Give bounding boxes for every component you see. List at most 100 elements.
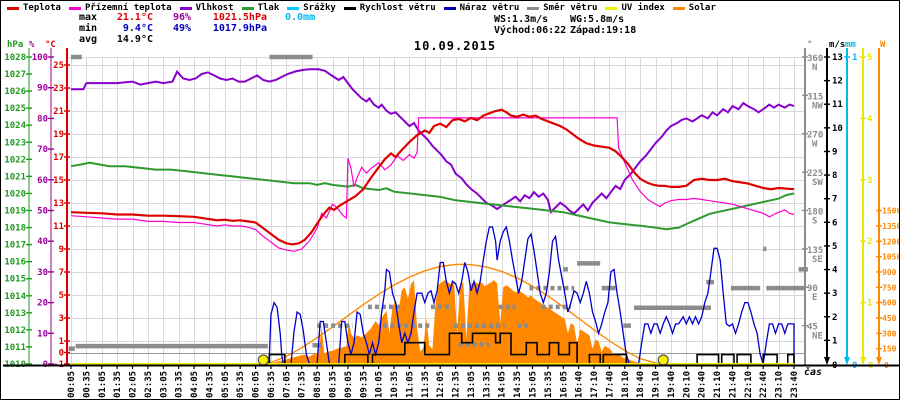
- legend-swatch: [287, 6, 300, 10]
- time-tick-label: 11:35: [421, 371, 431, 398]
- series-vlhkost: [71, 68, 795, 215]
- legend-item-8: Směr větru: [527, 3, 597, 13]
- time-tick-label: 03:35: [175, 371, 185, 398]
- legend-item-4: Tlak: [241, 3, 280, 13]
- compass-label: SE: [812, 255, 823, 265]
- time-tick-label: 19:40: [667, 371, 677, 398]
- axis-tick-label: 3: [832, 289, 837, 299]
- time-tick-label: 06:35: [267, 371, 277, 398]
- axis-tick-label: 2: [867, 237, 872, 247]
- axis-tick-label: 80: [37, 114, 48, 124]
- stats-min-label: min: [79, 23, 98, 34]
- axis-tick-label: 9: [832, 147, 837, 157]
- legend-label: Směr větru: [543, 3, 598, 13]
- legend-item-10: Solar: [672, 3, 716, 13]
- axis-tick-label: 1011: [4, 343, 26, 353]
- axis-tick-label: 1019: [4, 206, 26, 216]
- axis-tick-label: 225: [807, 169, 823, 179]
- axis-unit-label: hPa: [7, 40, 23, 50]
- axis-tick-label: 1027: [4, 70, 26, 80]
- axis-tick-label: 23: [53, 84, 64, 94]
- time-tick-label: 19:10: [652, 371, 662, 398]
- legend-item-6: Rychlost větru: [343, 3, 436, 13]
- axis-tick-label: 1020: [4, 189, 26, 199]
- axis-tick-label: 12: [832, 77, 843, 87]
- axis-tick-label: 2: [832, 313, 837, 323]
- avg-temperature: 14.9°C: [116, 34, 153, 45]
- time-tick-label: 01:35: [113, 371, 123, 398]
- axis-tick-label: 10: [832, 124, 843, 134]
- axis-tick-label: 4: [867, 114, 873, 124]
- legend-swatch: [527, 6, 540, 10]
- stats-min-row: min 9.4°C 49% 1017.9hPa: [79, 23, 315, 34]
- axis-arrow: [860, 357, 866, 365]
- time-tick-label: 11:05: [405, 371, 415, 398]
- time-tick-label: 17:40: [605, 371, 615, 398]
- wind-sun-summary: WS:1.3m/s WG:5.8m/s Východ:06:22 Západ:19:…: [494, 14, 636, 36]
- legend-swatch: [443, 6, 456, 10]
- axis-tick-label: 13: [832, 53, 843, 63]
- axis-arrow: [824, 357, 830, 365]
- legend-item-3: Vlhkost: [179, 3, 234, 13]
- axis-tick-label: 1014: [4, 292, 26, 302]
- axis-tick-label: 19: [53, 130, 64, 140]
- time-tick-label: 05:05: [221, 371, 231, 398]
- time-tick-label: 00:35: [82, 371, 92, 398]
- time-tick-label: 21:40: [728, 371, 738, 398]
- chart-title: 10.09.2015: [413, 39, 497, 53]
- axis-tick-label: 6: [832, 218, 837, 228]
- time-tick-label: 20:40: [698, 371, 708, 398]
- legend-item-9: UV index: [605, 3, 665, 13]
- series-n-raz-v-tru: [71, 225, 795, 365]
- axis-tick-label: 450: [882, 314, 897, 323]
- legend-label: Tlak: [257, 3, 280, 13]
- compass-label: SW: [812, 178, 823, 188]
- axis-tick-label: 1026: [4, 87, 26, 97]
- axis-tick-label: 100: [32, 53, 48, 63]
- time-tick-label: 17:10: [590, 371, 600, 398]
- series-p-zemn-teplota: [70, 117, 795, 252]
- legend-item-5: Srážky: [287, 3, 336, 13]
- axis-tick-label: 0: [59, 349, 64, 359]
- sun-summary-row: Východ:06:22 Západ:19:18: [494, 25, 636, 36]
- x-axis-unit-label: čas: [804, 367, 823, 378]
- series-teplota: [70, 108, 795, 246]
- axis-tick-label: 1012: [4, 326, 26, 336]
- max-temperature: 21.1°C: [116, 12, 153, 23]
- axis-tick-label: 60: [37, 176, 48, 186]
- humidity-axis: 1009080706050403020100%: [29, 40, 54, 370]
- axis-tick-label: 1023: [4, 138, 26, 148]
- axis-tick-label: 1350: [882, 222, 900, 231]
- time-tick-label: 08:05: [313, 371, 323, 398]
- axis-tick-label: 270: [807, 131, 823, 141]
- legend-item-2: Přízemní teplota: [68, 3, 172, 13]
- time-tick-label: 13:35: [482, 371, 492, 398]
- min-pressure: 1017.9hPa: [212, 23, 267, 34]
- time-tick-label: 15:05: [528, 371, 538, 398]
- compass-label: W: [812, 140, 818, 150]
- time-tick-label: 09:05: [344, 371, 354, 398]
- axis-tick-label: 30: [37, 268, 48, 278]
- axis-tick-label: 70: [37, 145, 48, 155]
- axis-tick-label: 90: [807, 284, 818, 294]
- pressure-axis: 1028 1027 1026 1025 1024 1023 1022 1021 1020 1019…: [4, 40, 32, 370]
- axis-unit-label: mm: [845, 40, 856, 50]
- axis-tick-label: 1016: [4, 258, 26, 268]
- axis-tick-label: 5: [867, 53, 872, 63]
- time-tick-label: 18:40: [636, 371, 646, 398]
- axis-tick-label: 3: [59, 314, 64, 324]
- legend-swatch: [605, 6, 618, 10]
- axis-tick-label: 1024: [4, 121, 26, 131]
- rain-total: 0.0mm: [285, 12, 316, 23]
- axis-tick-label: 17: [53, 153, 64, 163]
- axis-tick-label: 90: [37, 84, 48, 94]
- compass-label: S: [812, 216, 817, 226]
- time-tick-label: 01:05: [98, 371, 108, 398]
- time-tick-label: 12:05: [436, 371, 446, 398]
- time-tick-label: 23:40: [790, 371, 800, 398]
- axis-tick-label: 21: [53, 107, 64, 117]
- time-tick-label: 21:10: [713, 371, 723, 398]
